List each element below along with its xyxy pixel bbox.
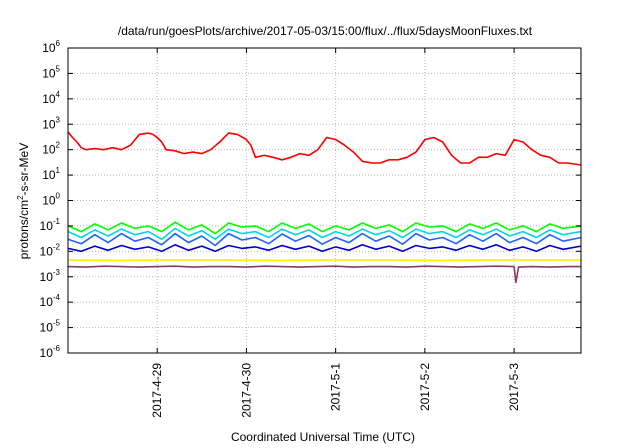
- x-tick-label: 2017-5-2: [418, 363, 432, 411]
- y-tick-label: 105: [42, 64, 60, 80]
- series-line-6: [67, 265, 581, 284]
- series-line-2: [67, 227, 582, 240]
- y-tick-label: 100: [42, 192, 60, 208]
- y-axis-label: protons/cm2-s-sr-MeV: [16, 143, 31, 259]
- y-axis-ticks: 10-6 10-5 10-4 10-3 10-2 10-1 100 101 102 103 104 1…: [40, 39, 581, 360]
- x-tick-label: 2017-4-30: [239, 363, 253, 418]
- y-tick-label: 10-1: [40, 217, 61, 233]
- x-axis-label: Coordinated Universal Time (UTC): [231, 430, 415, 444]
- x-tick-label: 2017-5-1: [329, 363, 343, 411]
- data-series: [67, 131, 582, 284]
- y-tick-label: 10-4: [40, 293, 61, 309]
- grid-lines: [68, 48, 581, 353]
- y-tick-label: 106: [42, 39, 60, 55]
- plot-frame: [67, 47, 582, 354]
- y-tick-label: 10-3: [40, 268, 61, 284]
- x-tick-label: 2017-4-29: [150, 363, 164, 418]
- y-tick-label: 10-5: [40, 319, 61, 335]
- series-line-3: [67, 232, 582, 247]
- y-tick-label: 102: [42, 141, 60, 157]
- y-tick-label: 10-6: [40, 344, 61, 360]
- y-tick-label: 103: [42, 115, 60, 131]
- chart-title: /data/run/goesPlots/archive/2017-05-03/1…: [118, 24, 533, 38]
- series-line-0: [67, 131, 582, 166]
- x-axis-ticks: 2017-4-29 2017-4-30 2017-5-1 2017-5-2 2017-5…: [150, 48, 521, 418]
- y-tick-label: 101: [42, 166, 60, 182]
- x-tick-label: 2017-5-3: [507, 363, 521, 411]
- y-tick-label: 10-2: [40, 242, 61, 258]
- y-tick-label: 104: [42, 90, 60, 106]
- series-line-5: [67, 259, 581, 262]
- series-line-1: [67, 221, 582, 235]
- series-line-4: [67, 244, 582, 253]
